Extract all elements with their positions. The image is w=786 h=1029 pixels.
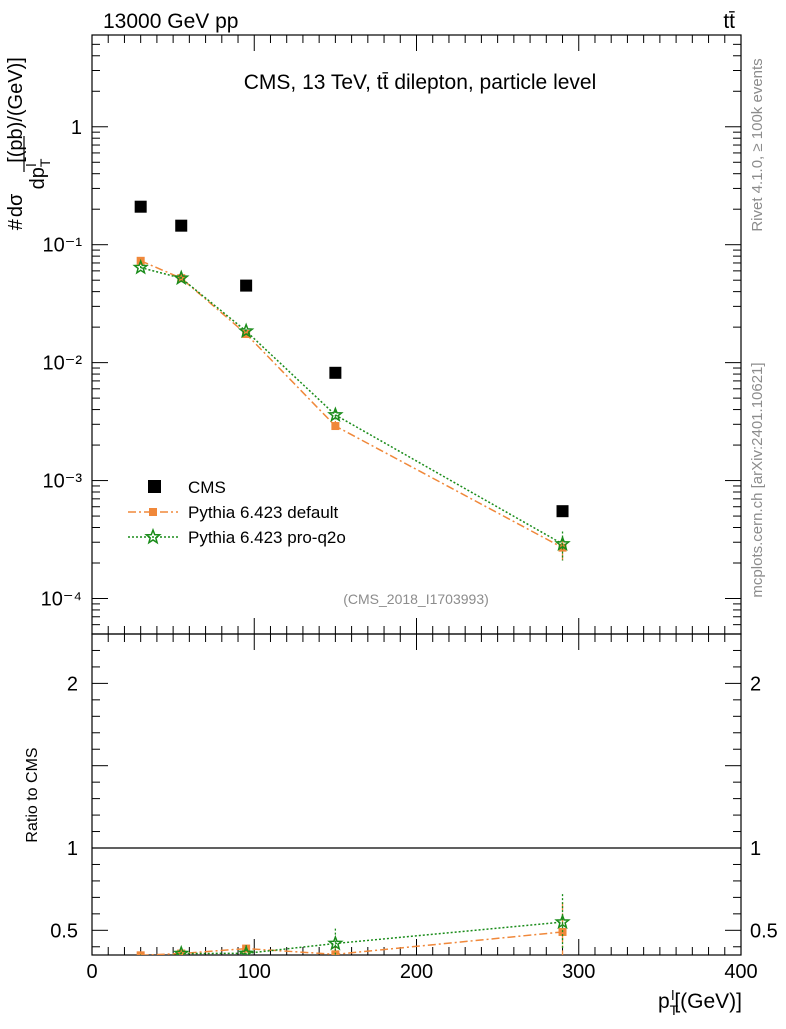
- mcplots-label: mcplots.cern.ch [arXiv:2401.10621]: [749, 362, 766, 597]
- ratio-line-square: [140, 931, 563, 955]
- x-tick-label: 400: [724, 961, 757, 983]
- ratio-y-tick-label-left: 2: [67, 673, 78, 695]
- legend-marker-cms: [148, 480, 161, 493]
- x-axis-label: pTl[(GeV)]: [658, 987, 742, 1018]
- x-tick-label: 200: [400, 961, 433, 983]
- cms-data-point: [556, 505, 569, 518]
- legend: CMS Pythia 6.423 default Pythia 6.423 pr…: [128, 478, 346, 547]
- pythia-pro-point: [237, 322, 255, 339]
- main-y-ticks: 1 10⁻¹ 10⁻² 10⁻³ 10⁻⁴: [41, 34, 741, 635]
- header-left: 13000 GeV pp: [103, 10, 238, 33]
- ratio-pro-point: [327, 934, 344, 951]
- legend-label-default: Pythia 6.423 default: [188, 503, 339, 522]
- cms-data-point: [329, 366, 342, 379]
- y-label-units: [(pb)/(GeV)]: [5, 57, 27, 163]
- ratio-y-tick-label-right: 1: [750, 838, 761, 860]
- ratio-pro-point: [173, 944, 190, 955]
- legend-marker-default: [149, 508, 157, 516]
- legend-label-cms: CMS: [188, 478, 226, 497]
- pythia-default-point: [331, 422, 340, 431]
- ratio-pro-point: [554, 913, 571, 930]
- main-y-axis-label: #dσ dpTl [(pb)/(GeV)]: [5, 57, 53, 230]
- x-tick-label: 100: [238, 961, 271, 983]
- legend-label-pro: Pythia 6.423 pro-q2o: [188, 528, 346, 547]
- header-right: tt̄: [723, 10, 735, 33]
- ratio-pro-point: [140, 953, 142, 955]
- cms-data-point: [134, 200, 147, 213]
- cms-data-point: [240, 279, 253, 292]
- main-series: [132, 200, 571, 561]
- analysis-tag: (CMS_2018_I1703993): [343, 591, 489, 607]
- ratio-series: [136, 894, 571, 955]
- y-tick-label: 1: [71, 117, 82, 139]
- x-tick-label: 300: [562, 961, 595, 983]
- ratio-default-point: [136, 951, 145, 955]
- ratio-panel: 0.5 0.5 1 1 2 2 0 100 200 300 400 Ratio to CMS pT…: [24, 633, 778, 1018]
- main-panel: 1 10⁻¹ 10⁻² 10⁻³ 10⁻⁴ CMS, 13 TeV, tt̄ dilep…: [5, 34, 742, 635]
- main-x-ticks: [91, 35, 742, 634]
- y-tick-label: 10⁻³: [43, 471, 83, 493]
- ratio-x-ticks: 0 100 200 300 400: [86, 634, 758, 983]
- pythia-pro-point: [327, 406, 344, 422]
- pythia-pro-point: [173, 269, 190, 286]
- ratio-pro-point: [237, 944, 255, 955]
- y-label-dpt: dpTl: [23, 158, 53, 189]
- ratio-line-star: [170, 921, 563, 955]
- ratio-y-label: Ratio to CMS: [24, 747, 41, 842]
- y-tick-label: 10⁻²: [43, 353, 83, 375]
- chart-title: CMS, 13 TeV, tt̄ dilepton, particle leve…: [244, 71, 597, 94]
- y-label-dsigma: #dσ: [5, 193, 27, 230]
- x-tick-label: 0: [86, 961, 97, 983]
- ratio-frame: [91, 633, 742, 956]
- cms-data-point: [175, 219, 188, 232]
- pythia-pro-point: [132, 258, 149, 275]
- y-tick-label: 10⁻¹: [43, 235, 83, 257]
- legend-marker-pro: [144, 527, 162, 545]
- ratio-y-ticks: 0.5 0.5 1 1 2 2: [50, 633, 778, 948]
- y-tick-label: 10⁻⁴: [41, 588, 82, 610]
- ratio-y-tick-label-left: 0.5: [50, 920, 78, 942]
- ratio-y-tick-label-left: 1: [67, 838, 78, 860]
- ratio-y-tick-label-right: 2: [750, 673, 761, 695]
- pythia-pro-point: [554, 535, 571, 551]
- rivet-version-label: Rivet 4.1.0, ≥ 100k events: [749, 58, 766, 231]
- ratio-y-tick-label-right: 0.5: [750, 920, 778, 942]
